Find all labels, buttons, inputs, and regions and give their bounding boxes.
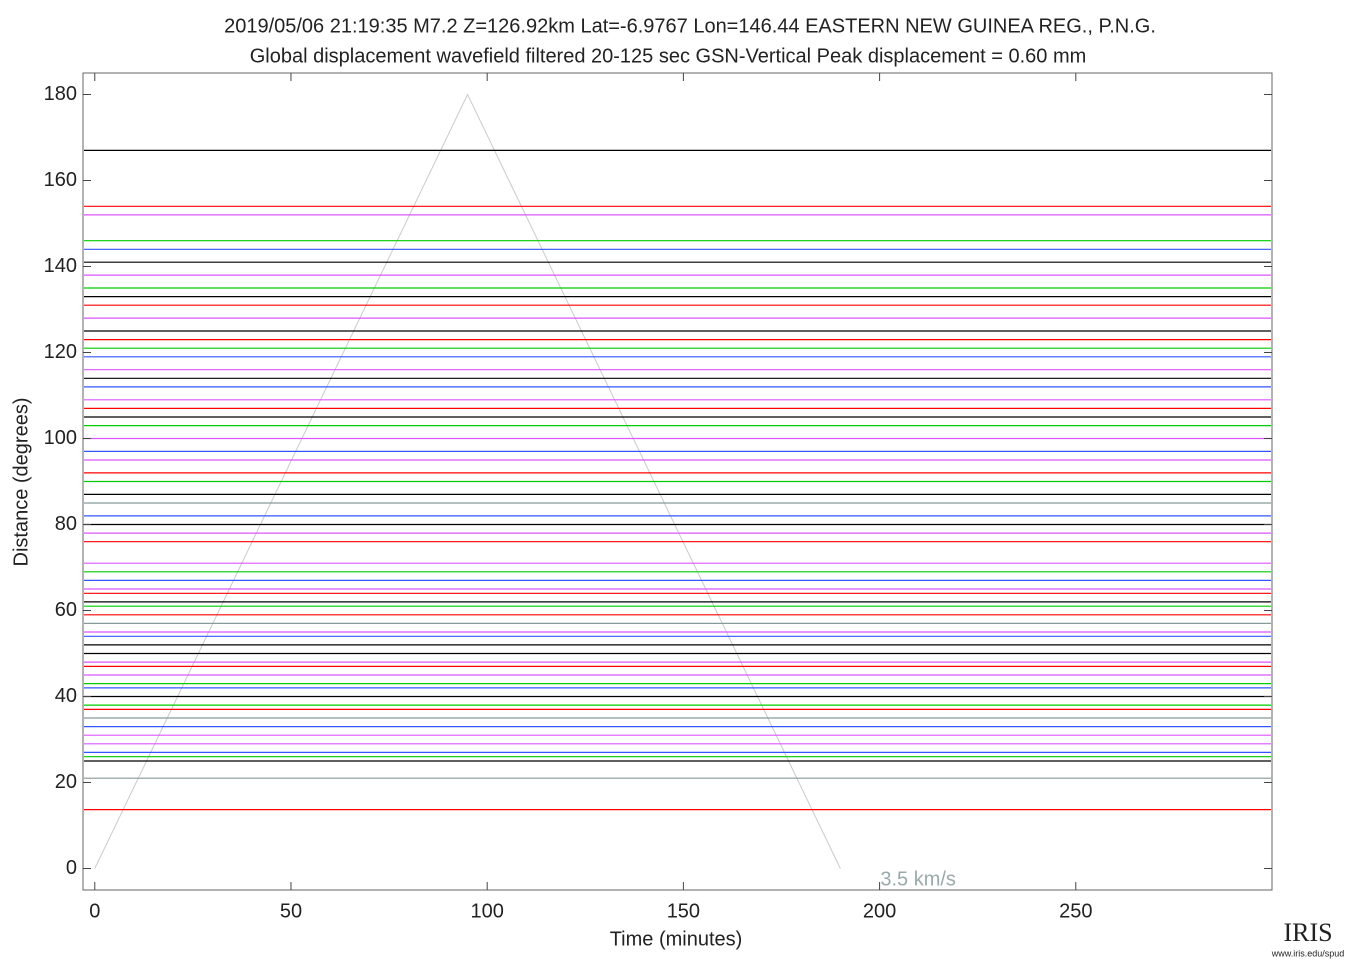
- y-tick-label: 100: [44, 427, 77, 449]
- velocity-line: [94, 93, 841, 869]
- y-tick-label: 160: [44, 169, 77, 191]
- y-tick-label: 120: [44, 341, 77, 363]
- y-tick-label: 180: [44, 83, 77, 105]
- chart-subtitle: Global displacement wavefield filtered 2…: [250, 45, 1087, 67]
- plot-frame: [82, 72, 1273, 891]
- y-tick-label: 140: [44, 255, 77, 277]
- y-tick-label: 0: [66, 857, 77, 879]
- y-tick-label: 20: [55, 771, 77, 793]
- x-tick-label: 50: [280, 900, 302, 922]
- y-tick-label: 40: [55, 685, 77, 707]
- x-tick-label: 250: [1059, 900, 1092, 922]
- logo-url: www.iris.edu/spud: [1271, 948, 1345, 958]
- x-tick-label: 150: [667, 900, 700, 922]
- velocity-label: 3.5 km/s: [880, 868, 956, 890]
- y-tick-label: 60: [55, 599, 77, 621]
- x-tick-label: 200: [863, 900, 896, 922]
- x-tick-label: 0: [89, 900, 100, 922]
- logo: IRIS: [1283, 918, 1332, 947]
- chart-title: 2019/05/06 21:19:35 M7.2 Z=126.92km Lat=…: [224, 15, 1156, 37]
- y-tick-label: 80: [55, 513, 77, 535]
- y-axis-label: Distance (degrees): [10, 398, 32, 567]
- x-axis-label: Time (minutes): [610, 928, 743, 950]
- x-tick-label: 100: [470, 900, 503, 922]
